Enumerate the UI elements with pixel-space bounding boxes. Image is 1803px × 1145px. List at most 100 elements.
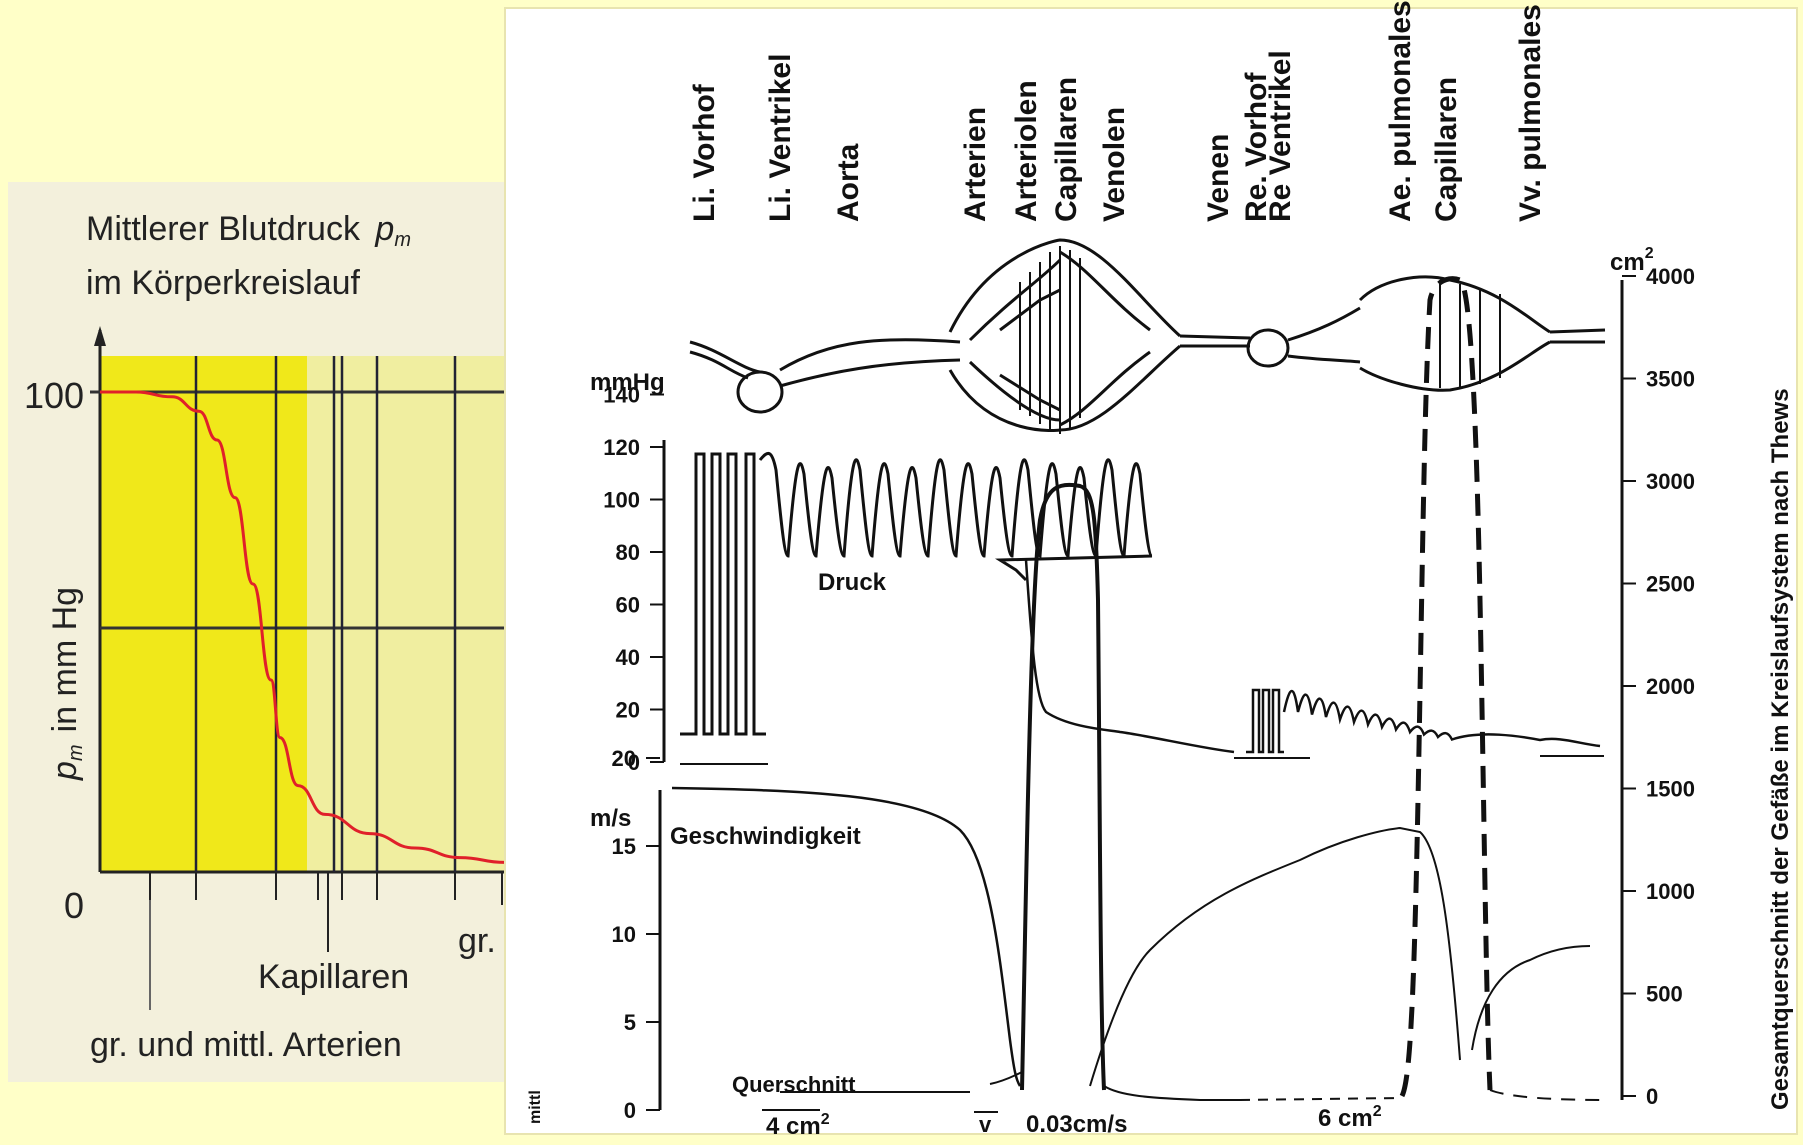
area-tick-label-2500: 2500	[1646, 572, 1695, 597]
vessel-left-atrium-inflow-2	[689, 350, 749, 380]
label-0-03: 0.03cm/s	[1026, 1111, 1127, 1138]
area-tick-label-4000: 4000	[1646, 264, 1695, 289]
segment-label-9: Re Ventrikel	[1264, 50, 1297, 222]
area-tick-group: 0 500 1000 1500 2000 2500 3000 3500 4000	[1622, 264, 1695, 1109]
vessel-diagram	[689, 238, 1606, 432]
left-label-kapillaren: Kapillaren	[258, 958, 409, 996]
area-axis: 0 500 1000 1500 2000 2500 3000 3500 4000 cm2 Ges…	[1610, 245, 1794, 1110]
vessel-right-atrium	[1246, 328, 1290, 368]
pressure-unit-label: mmHg	[590, 369, 665, 396]
area-tick-label-0: 0	[1646, 1084, 1658, 1109]
left-yellow-band	[100, 356, 307, 872]
area-tick-label-500: 500	[1646, 982, 1683, 1007]
area-tick-label-2000: 2000	[1646, 674, 1695, 699]
label-druck: Druck	[818, 569, 887, 596]
area-tick-label-3000: 3000	[1646, 469, 1695, 494]
pressure-tick-label-20: 20	[616, 698, 640, 723]
segment-label-10: Ae. pulmonales	[1384, 0, 1417, 222]
segment-label-7: Venen	[1202, 134, 1235, 222]
left-y-axis-arrow	[94, 326, 106, 346]
pressure-curve-aorta	[758, 452, 1154, 582]
velocity-tick-label-0: 0	[624, 1098, 636, 1123]
velocity-unit-label: m/s	[590, 805, 631, 832]
label-4cm: 4 cm2	[766, 1111, 830, 1140]
vessel-branch-1	[968, 258, 1062, 342]
segment-label-11: Capillaren	[1430, 77, 1463, 222]
segment-label-5: Capillaren	[1050, 77, 1083, 222]
pressure-curve-ventricle	[680, 452, 766, 736]
area-curve-systemic-left-foot	[989, 1071, 1023, 1085]
segment-label-12: Vv. pulmonales	[1514, 4, 1547, 222]
area-tick-label-1500: 1500	[1646, 777, 1695, 802]
label-6cm: 6 cm2	[1318, 1103, 1382, 1132]
area-tick-label-3500: 3500	[1646, 367, 1695, 392]
pressure-tick-label-100: 100	[603, 488, 640, 513]
velocity-tick-label-10: 10	[612, 922, 636, 947]
area-unit-label: cm2	[1610, 245, 1654, 276]
vessel-pulmonary-artery-bottom	[1287, 354, 1361, 364]
area-tick-label-1000: 1000	[1646, 879, 1695, 904]
velocity-axis: 0 5 10 15 20 m/s	[590, 746, 662, 1123]
velocity-curve-middle	[1089, 826, 1461, 1087]
left-curve-layer	[100, 390, 550, 864]
pressure-curve-right-ventricle	[1246, 688, 1284, 754]
vessel-branch-2	[968, 360, 1061, 422]
left-title-line1: Mittlerer Blutdruck pm	[86, 210, 411, 251]
vessel-left-atrium-inflow	[689, 340, 761, 374]
area-curve-pulmonary-dashed	[1399, 276, 1493, 1098]
velocity-tick-label-20: 20	[612, 746, 636, 771]
vessel-left-ventricle	[736, 370, 784, 414]
segment-label-4: Arteriolen	[1010, 80, 1043, 222]
pressure-tick-label-120: 120	[603, 435, 640, 460]
area-curve-systemic-right-foot	[1103, 1085, 1240, 1101]
area-curve-systemic	[1020, 482, 1106, 1091]
left-y-axis-label: pmin mm Hg	[46, 587, 87, 781]
vessel-pulmonary-vein	[1549, 328, 1606, 344]
pressure-curve-pulmonary	[1282, 689, 1601, 748]
mean-pressure-curve	[100, 390, 550, 864]
velocity-curve-right	[1471, 945, 1591, 1051]
vessel-pulmonary-artery-top	[1287, 306, 1361, 342]
pressure-tick-label-140: 140	[603, 383, 640, 408]
right-chart-panel: Li. Vorhof Li. Ventrikel Aorta Arterien Arte…	[504, 0, 1798, 1140]
label-geschwindigkeit: Geschwindigkeit	[670, 823, 861, 850]
right-panel-border	[504, 7, 1798, 1135]
area-curve-venous-dashed	[1239, 1097, 1401, 1101]
vessel-systemic-bed-top	[948, 238, 1182, 338]
left-title-line2: im Körperkreislauf	[86, 264, 361, 302]
vessel-capillary-hatching	[1019, 246, 1501, 434]
segment-label-1: Li. Ventrikel	[764, 54, 797, 222]
label-mittl: mittl	[527, 1090, 544, 1124]
pressure-tick-label-0: 0	[628, 750, 640, 775]
segment-label-8: Re. Vorhof	[1240, 72, 1273, 222]
area-axis-title: Gesamtquerschnitt der Gefäße im Kreislau…	[1767, 388, 1794, 1110]
segment-label-0: Li. Vorhof	[688, 83, 721, 222]
left-label-arterien: gr. und mittl. Arterien	[90, 1026, 402, 1064]
segment-label-2: Aorta	[832, 143, 865, 222]
curve-group	[671, 276, 1605, 1111]
velocity-tick-label-15: 15	[612, 834, 636, 859]
label-querschnitt: Querschnitt	[732, 1072, 856, 1097]
velocity-tick-label-5: 5	[624, 1010, 636, 1035]
velocity-curve-left	[671, 786, 1022, 1087]
left-ytick-0: 0	[64, 885, 84, 926]
pressure-tick-label-40: 40	[616, 645, 640, 670]
vessel-aorta-top	[779, 338, 961, 372]
segment-label-6: Venolen	[1098, 107, 1131, 222]
vessel-pulmonary-bed-bottom	[1359, 340, 1551, 392]
segment-label-group: Li. Vorhof Li. Ventrikel Aorta Arterien Arte…	[688, 0, 1547, 222]
label-v: v	[979, 1112, 992, 1137]
segment-label-3: Arterien	[959, 107, 992, 222]
left-ytick-100: 100	[24, 375, 84, 416]
pressure-tick-label-60: 60	[616, 593, 640, 618]
area-curve-pulmonary-foot	[1489, 1089, 1605, 1101]
velocity-tick-group: 0 5 10 15 20	[612, 746, 660, 1123]
vessel-aorta-bottom	[779, 358, 961, 388]
vessel-vena-cava	[1179, 334, 1251, 348]
pressure-tick-label-80: 80	[616, 540, 640, 565]
left-chart-panel: Mittlerer Blutdruck pm im Körperkreislau…	[8, 182, 584, 1082]
